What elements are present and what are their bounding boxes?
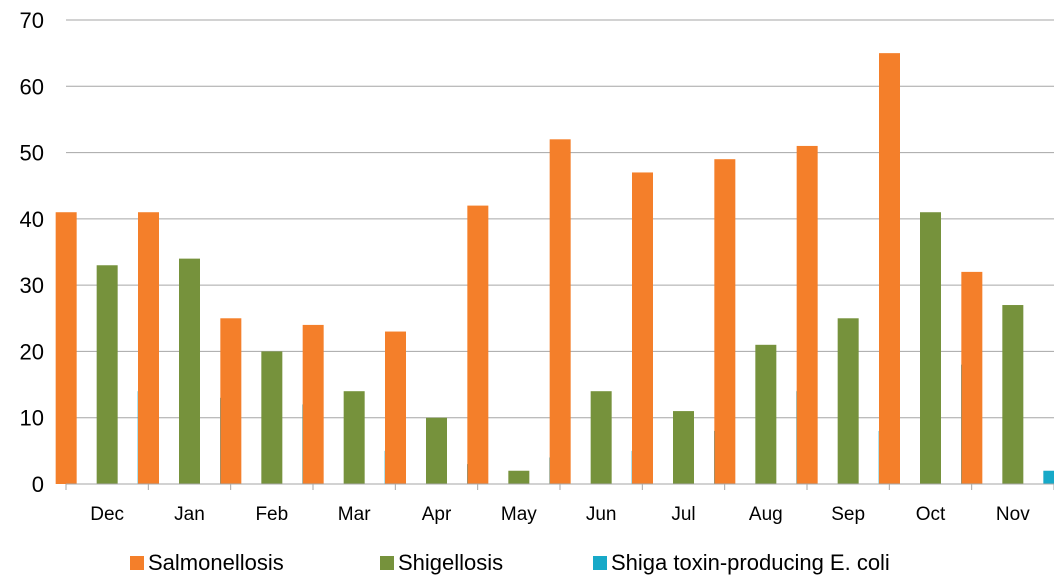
- x-tick-label: Sep: [831, 504, 865, 525]
- legend-swatch: [380, 556, 394, 570]
- bar-shigellosis-dec: [96, 265, 118, 484]
- y-axis-ticks: 0 10 20 30 40 50 60 70: [20, 8, 44, 497]
- y-tick-label: 30: [20, 273, 44, 298]
- bar-shigellosis-jun: [590, 391, 612, 484]
- legend-label: Shigellosis: [398, 550, 503, 575]
- x-tick-label: Mar: [338, 504, 371, 525]
- bar-salmonellosis-jan: [138, 212, 159, 484]
- legend-swatch: [593, 556, 607, 570]
- bar-salmonellosis-sep: [796, 145, 818, 484]
- legend-label: Shiga toxin-producing E. coli: [611, 550, 890, 575]
- bar-salmonellosis-apr: [385, 331, 406, 484]
- x-tick-label: Aug: [749, 504, 783, 525]
- y-tick-label: 0: [32, 472, 44, 497]
- x-tick-label: Jun: [586, 504, 617, 525]
- x-tick-label: Dec: [90, 504, 124, 525]
- bar-shigellosis-aug: [755, 344, 777, 484]
- x-tick-label: Apr: [422, 504, 452, 525]
- y-tick-label: 10: [20, 406, 44, 431]
- bar-salmonellosis-mar: [302, 324, 324, 484]
- bar-shigellosis-oct: [920, 212, 941, 484]
- bar-salmonellosis-jul: [632, 172, 653, 484]
- y-tick-label: 60: [20, 74, 44, 99]
- x-axis: Dec Jan Feb Mar Apr May Jun Jul Aug Sep Oct Nov: [65, 483, 1054, 525]
- bar-salmonellosis-feb: [220, 318, 242, 484]
- bar-shigellosis-may: [508, 470, 530, 484]
- x-tick-label: Feb: [255, 504, 288, 525]
- bar-salmonellosis-may: [467, 205, 489, 484]
- legend-swatch: [130, 556, 144, 570]
- y-tick-label: 20: [20, 339, 44, 364]
- x-tick-label: Jul: [671, 504, 695, 525]
- bar-salmonellosis-nov: [961, 271, 983, 484]
- bar-salmonellosis-jun: [549, 139, 571, 485]
- bar-shigellosis-feb: [261, 351, 283, 484]
- bars: [55, 53, 1054, 485]
- x-tick-label: Jan: [174, 504, 205, 525]
- y-tick-label: 40: [20, 207, 44, 232]
- bar-salmonellosis-aug: [714, 159, 736, 484]
- bar-shiga-toxin-producing-e-coli-nov: [1043, 470, 1054, 484]
- y-tick-label: 70: [20, 8, 44, 33]
- x-tick-label: Oct: [916, 504, 946, 525]
- legend: Salmonellosis Shigellosis Shiga toxin-prod…: [130, 550, 890, 575]
- bar-shigellosis-sep: [837, 318, 859, 484]
- bar-shigellosis-nov: [1002, 305, 1024, 484]
- bar-shigellosis-jan: [179, 258, 200, 484]
- bar-salmonellosis-dec: [55, 212, 77, 484]
- y-tick-label: 50: [20, 141, 44, 166]
- legend-label: Salmonellosis: [148, 550, 284, 575]
- x-tick-label: May: [501, 504, 537, 525]
- bar-shigellosis-mar: [343, 391, 365, 484]
- x-tick-label: Nov: [996, 504, 1030, 525]
- bar-salmonellosis-oct: [879, 53, 900, 485]
- bar-shigellosis-jul: [673, 411, 694, 484]
- bar-shigellosis-apr: [426, 417, 447, 484]
